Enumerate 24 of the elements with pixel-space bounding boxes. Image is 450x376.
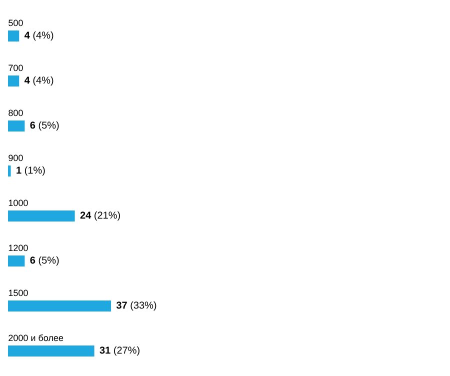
- y-tick-label: 2000 и более: [8, 334, 64, 342]
- bar: [8, 256, 25, 267]
- data-label: 4 (4%): [24, 76, 54, 86]
- data-label: 31 (27%): [100, 346, 140, 356]
- bar: [8, 346, 94, 357]
- y-tick-label: 700: [8, 64, 23, 72]
- y-tick-label: 900: [8, 154, 23, 162]
- bar: [8, 30, 20, 42]
- y-tick-label: 1200: [8, 244, 28, 252]
- y-tick-label: 1000: [8, 200, 28, 206]
- data-label: 37 (33%): [116, 301, 156, 311]
- data-label: 4 (4%): [24, 31, 54, 41]
- bar: [8, 76, 20, 87]
- bar: [8, 166, 11, 177]
- bar: [8, 210, 75, 222]
- data-label: 6 (5%): [30, 256, 59, 266]
- y-tick-label: 1500: [8, 290, 28, 296]
- data-label: 6 (5%): [30, 121, 59, 131]
- data-label: 1 (1%): [16, 166, 45, 176]
- bar: [8, 120, 25, 132]
- data-label: 24 (21%): [80, 211, 120, 221]
- bar: [8, 300, 111, 312]
- y-tick-label: 800: [8, 110, 23, 116]
- y-tick-label: 500: [8, 20, 23, 26]
